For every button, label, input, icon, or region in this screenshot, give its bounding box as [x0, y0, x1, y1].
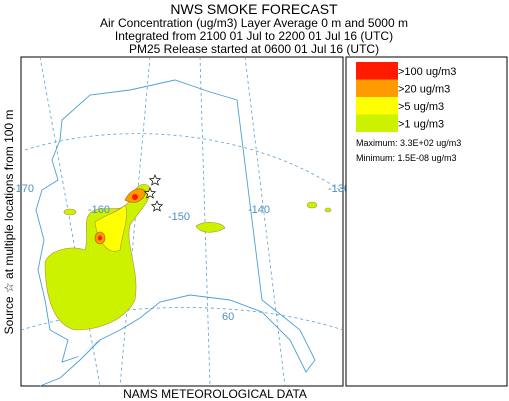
coastline — [39, 339, 101, 387]
legend-label: >1 ug/m3 — [398, 118, 444, 130]
subtitle: PM25 Release started at 0600 01 Jul 16 (… — [129, 42, 379, 56]
legend-label: >20 ug/m3 — [398, 83, 450, 95]
longitude-label: -150 — [168, 211, 190, 223]
title: NWS SMOKE FORECAST — [170, 1, 338, 17]
footer: NAMS METEOROLOGICAL DATA — [123, 387, 307, 401]
legend-swatch — [356, 114, 398, 132]
legend-label: >5 ug/m3 — [398, 101, 444, 113]
longitude-label: -140 — [248, 204, 270, 216]
legend-swatch — [356, 79, 398, 97]
latitude-label: 60 — [222, 311, 234, 323]
map: -170 -160 -150 -140 -130 60 — [12, 56, 350, 387]
legend-label: >100 ug/m3 — [398, 66, 456, 78]
subtitle: Air Concentration (ug/m3) Layer Average … — [100, 16, 408, 30]
source-markers — [143, 174, 164, 212]
source-label: Source ☆ at multiple locations from 100 … — [2, 110, 16, 335]
legend: >100 ug/m3 >20 ug/m3 >5 ug/m3 >1 ug/m3 — [356, 62, 456, 132]
minimum: Minimum: 1.5E-08 ug/m3 — [356, 153, 457, 163]
longitude-label: -160 — [88, 204, 110, 216]
longitude-label: -130 — [328, 183, 350, 195]
legend-swatch — [356, 62, 398, 80]
maximum: Maximum: 3.3E+02 ug/m3 — [356, 138, 461, 148]
legend-swatch — [356, 97, 398, 115]
subtitle: Integrated from 2100 01 Jul to 2200 01 J… — [115, 29, 393, 43]
longitude-label: -170 — [12, 183, 34, 195]
smoke-plume — [44, 184, 332, 331]
